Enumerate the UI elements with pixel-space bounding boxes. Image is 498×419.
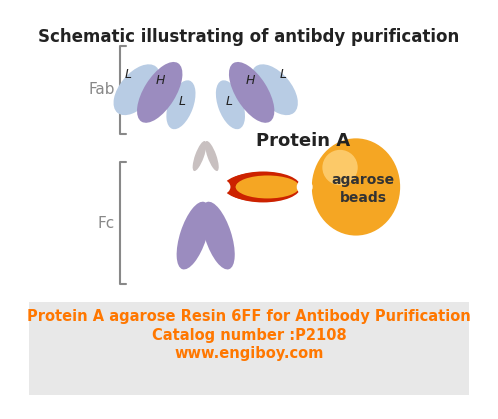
Ellipse shape [251,64,298,115]
Ellipse shape [297,179,313,195]
Ellipse shape [236,176,299,199]
Text: L: L [178,95,185,108]
Ellipse shape [224,173,294,201]
Ellipse shape [312,138,400,235]
Text: Protein A: Protein A [256,132,350,150]
Text: L: L [280,68,287,81]
Ellipse shape [322,150,358,185]
Text: Fc: Fc [98,216,115,231]
Ellipse shape [137,62,182,123]
Ellipse shape [114,64,160,115]
Bar [29,302,469,395]
Text: Protein A agarose Resin 6FF for Antibody Purification: Protein A agarose Resin 6FF for Antibody… [27,309,471,324]
Ellipse shape [166,80,196,129]
Ellipse shape [201,202,235,269]
Ellipse shape [177,202,210,269]
Text: Schematic illustrating of antibdy purification: Schematic illustrating of antibdy purifi… [38,28,460,46]
Text: H: H [156,75,165,88]
Ellipse shape [214,179,230,195]
Ellipse shape [193,141,206,171]
Text: Catalog number :P2108: Catalog number :P2108 [151,328,347,343]
Ellipse shape [198,210,214,235]
Ellipse shape [226,171,301,202]
Text: L: L [226,95,233,108]
Text: Fab: Fab [88,82,115,97]
Text: L: L [124,68,131,81]
Text: agarose
beads: agarose beads [332,173,394,205]
Ellipse shape [229,62,274,123]
Text: www.engiboy.com: www.engiboy.com [174,346,324,361]
Text: H: H [246,75,255,88]
Ellipse shape [205,141,219,171]
Ellipse shape [216,80,245,129]
Ellipse shape [218,181,231,193]
Ellipse shape [236,177,294,197]
